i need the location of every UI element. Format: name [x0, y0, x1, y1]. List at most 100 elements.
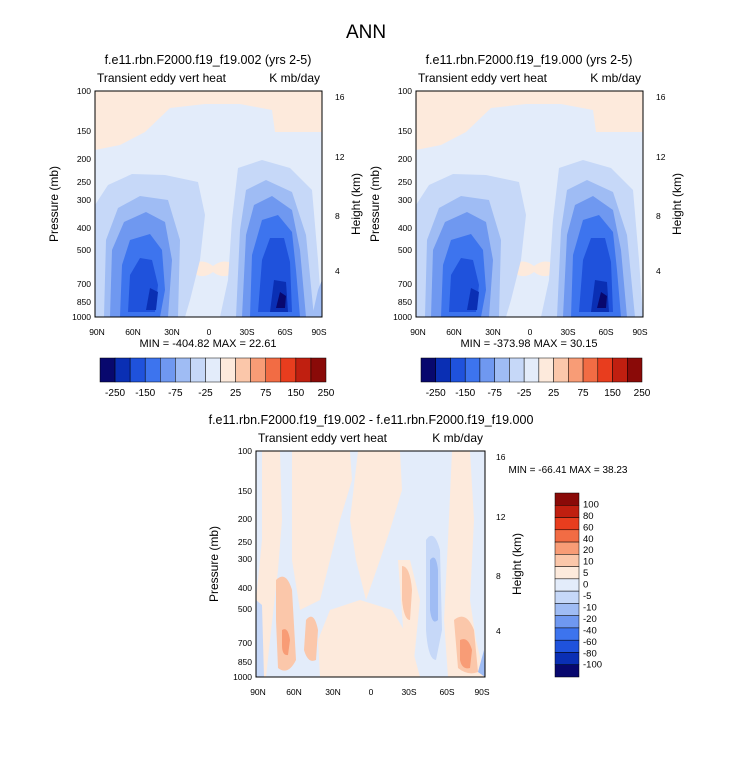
colorbar-label: -150	[455, 388, 475, 399]
colorbar: -250 -150 -75 -25 25 75 150 250	[99, 357, 335, 399]
colorbar-swatch	[554, 615, 580, 629]
colorbar-swatch	[554, 554, 580, 567]
colorbar-swatch	[612, 357, 628, 383]
y-tick-label: 1000	[393, 312, 412, 322]
right-ticks: 16 12 8 4	[335, 92, 345, 276]
colorbar-label: 10	[583, 557, 594, 568]
colorbar-label: 150	[288, 388, 305, 399]
colorbar: -250 -150 -75 -25 25 75 150 250	[420, 357, 651, 399]
colorbar-label: 0	[583, 580, 588, 591]
x-tick-label: 60N	[446, 327, 462, 337]
colorbar-swatch	[523, 357, 540, 383]
positive-region-top	[95, 91, 322, 150]
plot-frame	[255, 450, 486, 678]
y-tick-label: 1000	[72, 312, 91, 322]
colorbar-label: -75	[487, 388, 502, 399]
colorbar-label: -60	[583, 637, 597, 648]
colorbar-label: -100	[583, 660, 602, 671]
panel-subtitle-left: Transient eddy vert heat	[97, 71, 227, 85]
panel-difference: f.e11.rbn.F2000.f19_f19.002 - f.e11.rbn.…	[207, 413, 628, 697]
colorbar-swatch	[190, 357, 206, 383]
colorbar-swatch	[554, 603, 580, 616]
x-tick-label: 90S	[311, 327, 326, 337]
contour-field	[416, 91, 643, 317]
y-axis-label: Pressure (mb)	[368, 166, 382, 242]
colorbar-label: 150	[604, 388, 621, 399]
colorbar-label: -150	[135, 388, 155, 399]
left-ticks: 100 150 200 250 300 400 500 700 850 1000	[393, 86, 412, 322]
height-tick-label: 8	[335, 211, 340, 221]
y-tick-label: 850	[77, 297, 91, 307]
colorbar-swatch	[554, 541, 580, 555]
y-tick-label: 500	[398, 245, 412, 255]
height-tick-label: 16	[335, 92, 345, 102]
y-tick-label: 1000	[233, 672, 252, 682]
y-tick-label: 700	[238, 638, 252, 648]
y-axis-label-right: Height (km)	[670, 173, 684, 235]
colorbar-swatch	[554, 566, 580, 580]
panel-subtitle-left: Transient eddy vert heat	[418, 71, 548, 85]
y-tick-label: 150	[77, 126, 91, 136]
y-tick-label: 250	[238, 537, 252, 547]
colorbar-swatch	[554, 664, 580, 678]
colorbar-label: 250	[318, 388, 335, 399]
colorbar-swatch	[627, 357, 643, 383]
x-tick-label: 90N	[410, 327, 426, 337]
colorbar-swatch	[509, 357, 525, 383]
y-tick-label: 300	[398, 195, 412, 205]
colorbar-swatch	[554, 627, 580, 641]
height-tick-label: 4	[335, 266, 340, 276]
x-tick-label: 90S	[474, 687, 489, 697]
y-tick-label: 100	[238, 446, 252, 456]
y-tick-label: 150	[398, 126, 412, 136]
colorbar-label: 25	[230, 388, 242, 399]
colorbar-label: 250	[634, 388, 651, 399]
x-tick-label: 30N	[485, 327, 501, 337]
colorbar-swatch	[554, 505, 580, 518]
height-tick-label: 8	[496, 571, 501, 581]
figure-title: ANN	[346, 22, 386, 43]
colorbar-label: -20	[583, 614, 597, 625]
colorbar-swatch	[554, 652, 580, 665]
x-tick-label: 60N	[286, 687, 302, 697]
panel-units: K mb/day	[432, 431, 483, 445]
left-ticks: 100 150 200 250 300 400 500 700 850 1000	[72, 86, 91, 322]
y-tick-label: 300	[238, 554, 252, 564]
colorbar-swatch	[554, 578, 580, 592]
colorbar-swatch	[144, 357, 161, 383]
colorbar-label: 80	[583, 511, 594, 522]
y-tick-label: 500	[238, 604, 252, 614]
colorbar-swatch	[450, 357, 466, 383]
y-tick-label: 700	[77, 279, 91, 289]
y-tick-label: 250	[398, 177, 412, 187]
colorbar-swatch	[597, 357, 613, 383]
x-tick-label: 60S	[439, 687, 454, 697]
panel-control: f.e11.rbn.F2000.f19_f19.002 (yrs 2-5) Tr…	[47, 53, 363, 399]
panel-units: K mb/day	[590, 71, 641, 85]
colorbar-swatch	[554, 590, 580, 604]
y-axis-label: Pressure (mb)	[47, 166, 61, 242]
contour-field	[95, 91, 322, 317]
colorbar-label: 20	[583, 545, 594, 556]
colorbar-swatch	[554, 529, 580, 543]
y-tick-label: 200	[398, 154, 412, 164]
colorbar-swatch	[129, 357, 146, 383]
colorbar-label: -5	[583, 591, 591, 602]
height-tick-label: 16	[656, 92, 666, 102]
x-tick-label: 30S	[401, 687, 416, 697]
colorbar-label: 75	[578, 388, 590, 399]
y-tick-label: 400	[398, 223, 412, 233]
colorbar-label: -10	[583, 602, 597, 613]
height-tick-label: 12	[656, 152, 666, 162]
colorbar-label: -250	[426, 388, 446, 399]
plot-frame	[415, 90, 644, 318]
colorbar-swatch	[553, 357, 569, 383]
colorbar-swatch	[160, 357, 176, 383]
colorbar-label: -25	[198, 388, 213, 399]
colorbar-swatch	[99, 357, 116, 383]
colorbar-swatch	[295, 357, 312, 383]
y-tick-label: 250	[77, 177, 91, 187]
x-tick-label: 30S	[560, 327, 575, 337]
x-tick-label: 0	[528, 327, 533, 337]
